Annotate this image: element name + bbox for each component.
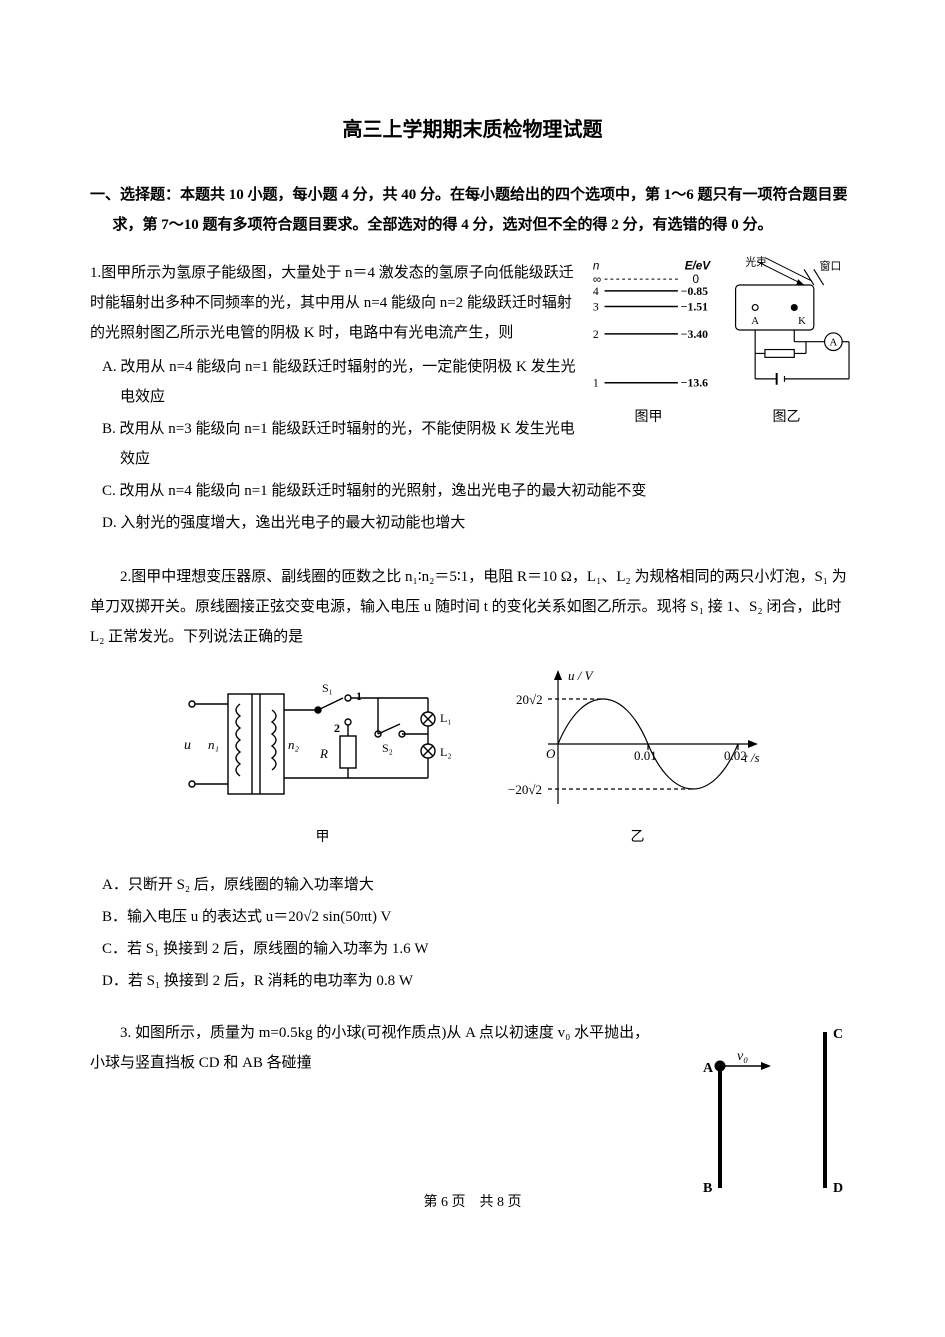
q2-option-a: A．只断开 S₂ 后，原线圈的输入功率增大: [90, 870, 855, 900]
section-header: 一、选择题：本题共 10 小题，每小题 4 分，共 40 分。在每小题给出的四个…: [90, 180, 855, 240]
s2-label: S₂: [382, 741, 393, 755]
q2-fig-graph: u / V 20√2 −20√2 O 0.01 0.02 t /s: [508, 664, 768, 824]
pos2-label: 2: [334, 721, 340, 735]
question-2: 2.图甲中理想变压器原、副线圈的匝数之比 n₁∶n₂＝5∶1，电阻 R＝10 Ω…: [90, 562, 855, 996]
xtick-1: 0.01: [634, 748, 657, 763]
level-e1: −13.6: [681, 377, 708, 390]
level-e2: −3.40: [681, 328, 708, 341]
q2-fig2-caption: 乙: [508, 824, 768, 852]
n-label: n: [593, 259, 600, 272]
e-label: E/eV: [685, 259, 712, 272]
q1-fig2-caption: 图乙: [718, 404, 855, 432]
s1-label: S₁: [322, 681, 333, 695]
ammeter-label: A: [830, 337, 838, 349]
page-number: 第 6 页 共 8 页: [0, 1189, 945, 1217]
q1-fig-photoelectric: A K 窗口 光束 A: [718, 254, 855, 404]
level-n4: 4: [593, 285, 599, 298]
electrode-k: K: [798, 315, 806, 327]
u-label: u: [184, 738, 191, 753]
q2-option-b: B．输入电压 u 的表达式 u＝20√2 sin(50πt) V: [90, 902, 855, 932]
q2-option-c: C．若 S₁ 换接到 2 后，原线圈的输入功率为 1.6 W: [90, 934, 855, 964]
q1-fig1-caption: 图甲: [585, 404, 712, 432]
v0-label: v₀: [737, 1049, 748, 1064]
q2-figures: u n₁ n₂: [90, 664, 855, 852]
question-1: n ∞ E/eV 0 4 −0.85 3 −1.51 2 −3.40: [90, 258, 855, 540]
r-label: R: [319, 746, 328, 761]
point-c: C: [833, 1027, 843, 1042]
ymax-label: 20√2: [516, 692, 543, 707]
origin-label: O: [546, 746, 556, 761]
ylabel: u / V: [568, 668, 595, 683]
n1-label: n₁: [208, 737, 219, 752]
question-3: A B C D v₀ 3. 如图所示，质量为 m=0.5kg 的小球(可视作质点…: [90, 1018, 855, 1078]
q2-option-d: D．若 S₁ 换接到 2 后，R 消耗的电功率为 0.8 W: [90, 966, 855, 996]
q2-fig-circuit: u n₁ n₂: [178, 664, 468, 824]
level-e3: −1.51: [681, 300, 708, 313]
q2-stem: 2.图甲中理想变压器原、副线圈的匝数之比 n₁∶n₂＝5∶1，电阻 R＝10 Ω…: [90, 562, 855, 652]
q1-option-c: C. 改用从 n=4 能级向 n=1 能级跃迁时辐射的光照射，逸出光电子的最大初…: [90, 476, 855, 506]
electrode-a: A: [751, 315, 759, 327]
q1-option-d: D. 入射光的强度增大，逸出光电子的最大初动能也增大: [90, 508, 855, 538]
level-n3: 3: [593, 300, 599, 313]
xlabel: t /s: [744, 750, 760, 765]
level-n1: 1: [593, 377, 599, 390]
pos1-label: 1: [356, 689, 362, 703]
l1-label: L₁: [440, 711, 452, 725]
page-title: 高三上学期期末质检物理试题: [90, 110, 855, 150]
ymin-label: −20√2: [508, 782, 542, 797]
level-n2: 2: [593, 328, 599, 341]
level-e4: −0.85: [681, 285, 708, 298]
q3-figure: A B C D v₀: [665, 1018, 855, 1208]
light-label: 光束: [745, 255, 767, 268]
q1-fig-energy-levels: n ∞ E/eV 0 4 −0.85 3 −1.51 2 −3.40: [585, 254, 712, 404]
point-a: A: [703, 1061, 714, 1076]
n2-label: n₂: [288, 737, 300, 752]
window-label: 窗口: [820, 259, 842, 272]
l2-label: L₂: [440, 745, 452, 759]
q2-fig1-caption: 甲: [178, 824, 468, 852]
q1-figures: n ∞ E/eV 0 4 −0.85 3 −1.51 2 −3.40: [585, 254, 855, 432]
